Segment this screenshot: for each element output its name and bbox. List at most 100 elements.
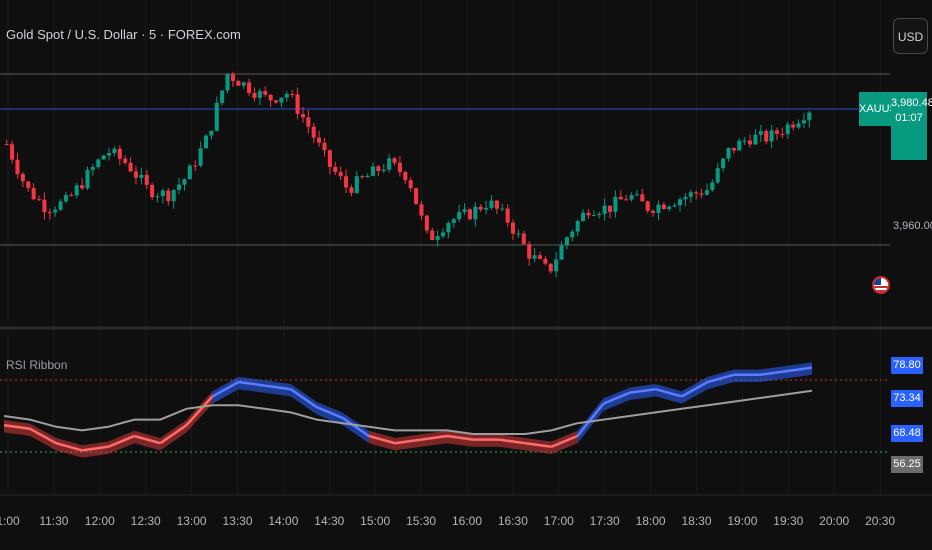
rsi-fast-line	[499, 438, 526, 445]
candle-body	[4, 144, 9, 146]
candle-body	[236, 80, 241, 86]
candle-body	[387, 158, 392, 170]
candle-body	[69, 195, 74, 197]
us-flag-icon[interactable]	[872, 276, 890, 294]
candle-body	[214, 102, 219, 131]
candle-body	[554, 259, 559, 272]
time-label: 15:30	[406, 514, 437, 528]
rsi-fast-line	[3, 423, 31, 431]
candle-body	[516, 233, 521, 235]
rsi-fast-line	[185, 395, 214, 427]
indicator-title[interactable]: RSI Ribbon	[6, 358, 68, 372]
candle-body	[742, 140, 747, 142]
candle-body	[101, 155, 106, 160]
candle-body	[257, 91, 262, 98]
rsi-fast-line	[785, 366, 813, 373]
candle-body	[424, 215, 429, 231]
candle-body	[543, 258, 548, 264]
candle-body	[791, 124, 796, 128]
rsi-fast-line	[316, 406, 344, 420]
candle-body	[704, 190, 710, 195]
candle-body	[10, 144, 15, 160]
candle-body	[500, 208, 505, 210]
candle-body	[618, 196, 623, 200]
candle-body	[193, 165, 198, 167]
rsi-fast-line	[446, 434, 474, 441]
candle-body	[774, 130, 780, 134]
candle-body	[128, 162, 133, 172]
candle-body	[414, 188, 419, 205]
currency-button[interactable]: USD	[893, 18, 928, 54]
candle-body	[570, 231, 575, 238]
rsi-ribbon-series	[3, 362, 813, 458]
candle-body	[117, 148, 122, 159]
candle-body	[279, 97, 284, 103]
candle-body	[392, 158, 397, 163]
candle-body	[20, 174, 25, 182]
candle-body	[74, 185, 79, 196]
candle-body	[510, 222, 516, 234]
candle-body	[586, 212, 591, 216]
candle-body	[726, 147, 731, 159]
candle-body	[300, 114, 306, 118]
candle-body	[764, 131, 769, 142]
candle-body	[677, 199, 683, 206]
candle-body	[263, 91, 268, 95]
candle-body	[419, 204, 424, 216]
candle-body	[467, 209, 472, 220]
candle-body	[171, 189, 176, 202]
candle-body	[155, 196, 160, 198]
candle-body	[160, 190, 165, 197]
candle-body	[484, 207, 489, 210]
candle-body	[36, 199, 42, 201]
candle-body	[748, 140, 753, 145]
candle-body	[106, 152, 112, 156]
candle-body	[624, 199, 629, 201]
rsi-fast-line	[368, 434, 396, 445]
candle-body	[53, 209, 58, 213]
candle-body	[295, 94, 300, 115]
candle-body	[338, 172, 343, 177]
candle-body	[403, 172, 408, 181]
candle-body	[715, 168, 720, 183]
time-label: 19:00	[727, 514, 758, 528]
rsi-fast-line	[29, 427, 57, 445]
candle-body	[656, 204, 661, 213]
candle-body	[559, 245, 564, 260]
candle-body	[225, 73, 230, 91]
time-label: 20:00	[819, 514, 850, 528]
candle-body	[607, 205, 613, 212]
rsi-fast-line	[759, 369, 787, 377]
candle-body	[575, 221, 580, 232]
candle-body	[694, 192, 699, 194]
candle-body	[166, 190, 171, 202]
rsi-fast-line	[289, 388, 318, 409]
candle-body	[505, 208, 510, 223]
candle-body	[699, 193, 704, 195]
time-label: 13:00	[176, 514, 207, 528]
candle-body	[220, 90, 225, 103]
candle-body	[602, 205, 607, 214]
last-price-box: 3,980.48 01:07	[891, 92, 932, 160]
candle-body	[47, 212, 52, 214]
candle-body	[354, 176, 359, 193]
time-label: 17:00	[543, 514, 574, 528]
time-label: 12:30	[130, 514, 161, 528]
candle-body	[112, 148, 117, 153]
rsi-fast-line	[525, 441, 552, 449]
rsi-signal-line	[3, 389, 813, 435]
bar-countdown: 01:07	[895, 112, 923, 124]
time-label: 14:00	[268, 514, 299, 528]
candle-body	[273, 100, 279, 103]
candle-body	[661, 204, 666, 210]
candle-body	[548, 263, 553, 272]
candle-body	[209, 130, 214, 136]
time-label: 19:30	[773, 514, 804, 528]
time-label: 13:30	[222, 514, 253, 528]
candle-body	[26, 181, 31, 189]
candle-body	[349, 187, 354, 193]
candle-body	[629, 195, 634, 200]
symbol-title[interactable]: Gold Spot / U.S. Dollar · 5 · FOREX.com	[6, 27, 241, 42]
candle-body	[241, 82, 246, 86]
